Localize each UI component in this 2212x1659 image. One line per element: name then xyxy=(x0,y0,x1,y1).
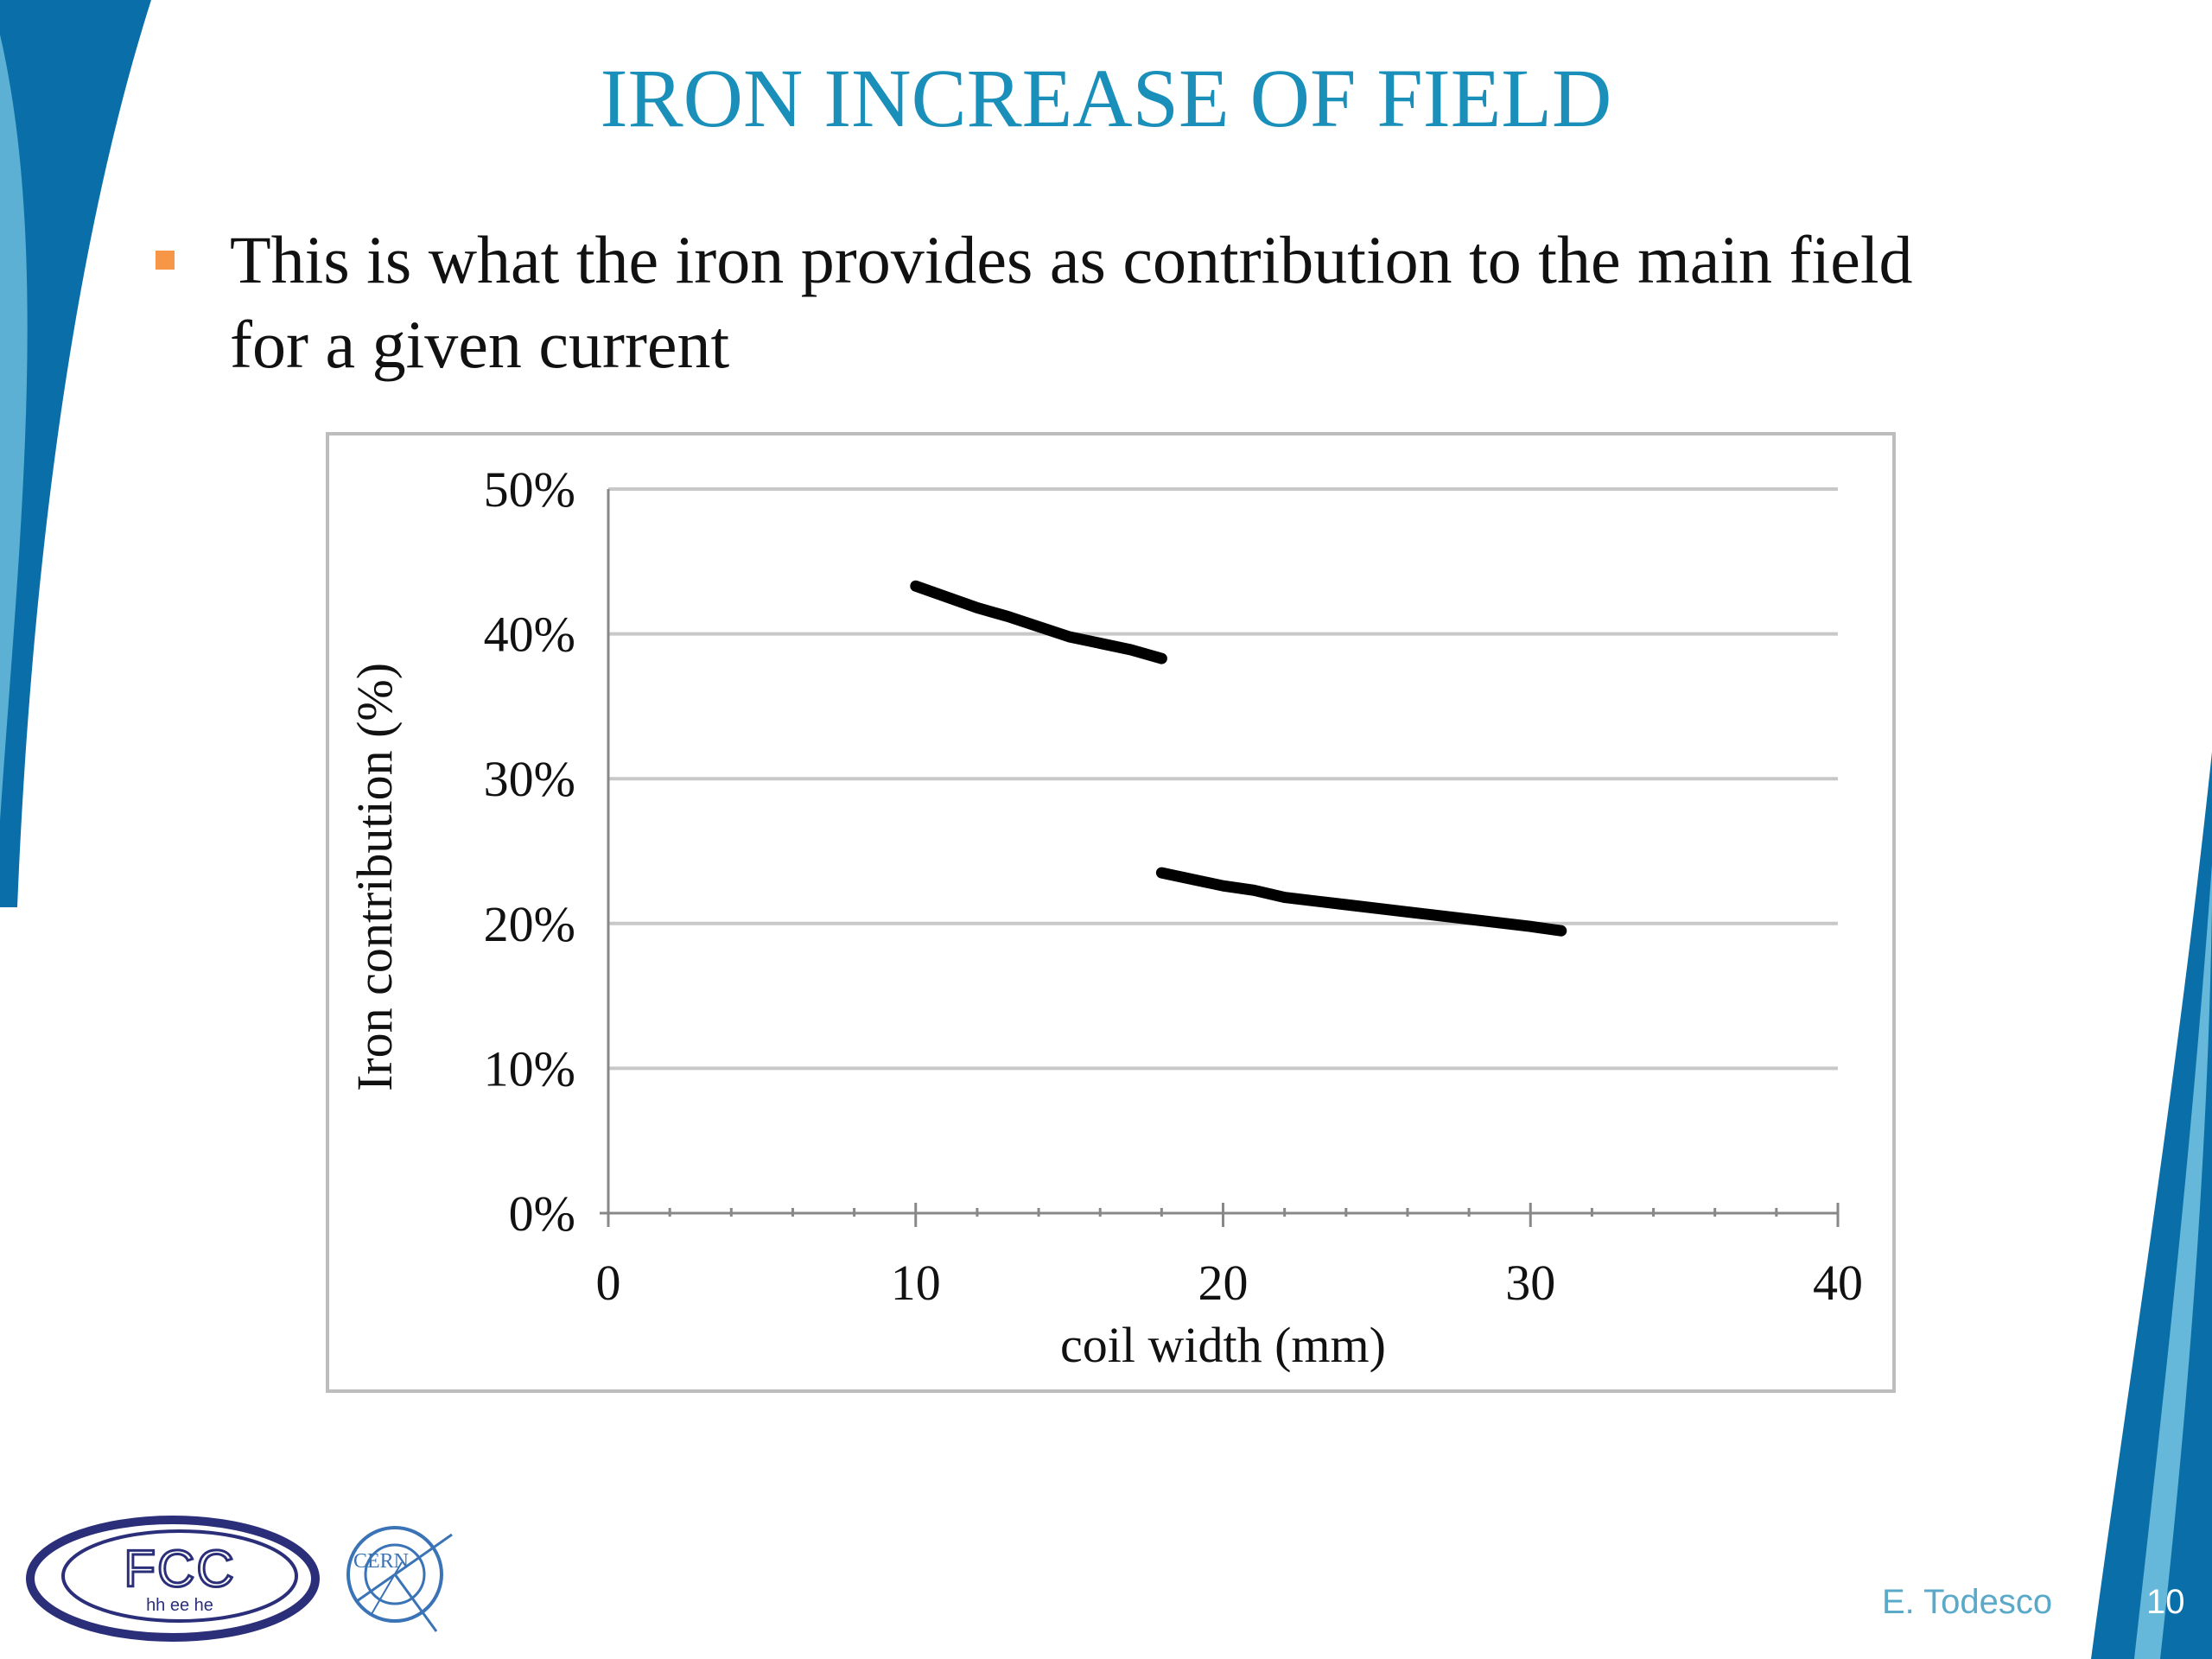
x-axis-label: coil width (mm) xyxy=(1060,1317,1386,1373)
x-tick-label: 10 xyxy=(891,1255,941,1311)
bullet-text: This is what the iron provides as contri… xyxy=(230,222,1913,382)
y-tick-label: 30% xyxy=(484,751,575,807)
x-tick-label: 0 xyxy=(596,1255,621,1311)
y-tick-labels: 0% 10% 20% 30% 40% 50% xyxy=(484,461,575,1242)
bullet-marker xyxy=(156,251,175,270)
right-light-swoosh xyxy=(2134,864,2212,1659)
chart-frame: 0% 10% 20% 30% 40% 50% 0 10 20 30 40 coil width (… xyxy=(326,432,1896,1393)
y-tick-label: 10% xyxy=(484,1040,575,1096)
x-tick-label: 40 xyxy=(1813,1255,1863,1311)
svg-text:FCC: FCC xyxy=(124,1540,235,1598)
y-tick-label: 0% xyxy=(509,1185,575,1242)
svg-text:hh ee he: hh ee he xyxy=(146,1596,213,1615)
x-tick-label: 20 xyxy=(1198,1255,1249,1311)
left-blue-swoosh xyxy=(0,0,151,907)
left-light-swoosh xyxy=(0,35,28,821)
cern-logo: CERN xyxy=(346,1526,453,1632)
y-tick-label: 20% xyxy=(484,896,575,952)
slide-title: IRON INCREASE OF FIELD xyxy=(600,52,1612,144)
page-number: 10 xyxy=(2146,1583,2185,1621)
iron-contribution-chart: 0% 10% 20% 30% 40% 50% 0 10 20 30 40 coil width (… xyxy=(346,461,1864,1373)
grid-lines xyxy=(608,487,1838,1071)
x-tick-label: 30 xyxy=(1505,1255,1555,1311)
y-tick-label: 40% xyxy=(484,607,575,663)
tick-marks xyxy=(607,1203,1840,1227)
data-series xyxy=(910,580,1567,937)
series-line-1 xyxy=(910,580,1167,664)
axes xyxy=(600,489,1838,1215)
y-axis-label: Iron contribution (%) xyxy=(346,663,403,1091)
svg-text:CERN: CERN xyxy=(353,1550,409,1573)
footer-author: E. Todesco xyxy=(1882,1583,2053,1621)
x-tick-labels: 0 10 20 30 40 xyxy=(596,1255,1864,1311)
y-tick-label: 50% xyxy=(484,461,575,518)
fcc-logo: FCC hh ee he xyxy=(26,1516,320,1642)
series-line-2 xyxy=(1155,867,1567,937)
